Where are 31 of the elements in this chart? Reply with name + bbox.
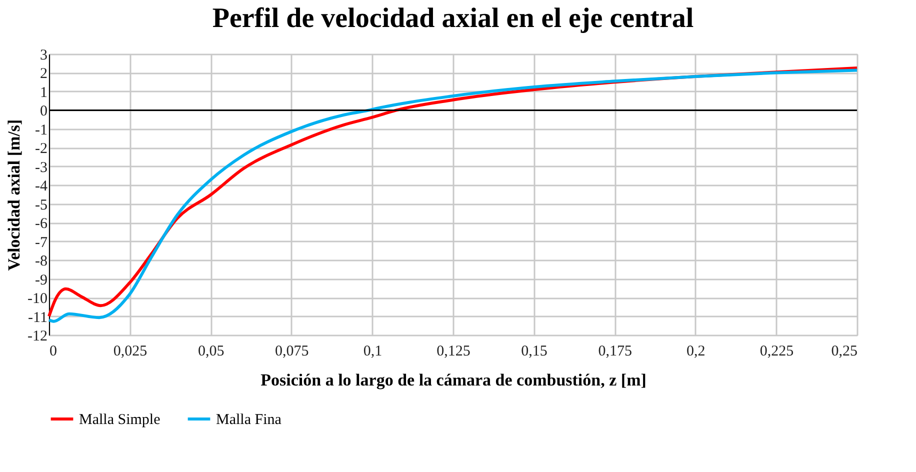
x-axis-title: Posición a lo largo de la cámara de combustión, z [m]: [260, 370, 646, 390]
x-tick-label: 0,15: [521, 344, 548, 360]
x-tick-label: 0,225: [760, 344, 794, 360]
chart-title: Perfil de velocidad axial en el eje central: [212, 3, 694, 34]
y-tick-label: -3: [35, 160, 48, 176]
y-tick-label: -2: [35, 141, 48, 158]
x-tick-label: 0,125: [436, 344, 470, 360]
y-tick-label: -7: [35, 234, 48, 251]
y-tick-label: 1: [40, 84, 48, 101]
y-tick-label: -5: [35, 197, 48, 214]
y-tick-label: 0: [40, 104, 48, 120]
y-axis-title: Velocidad axial [m/s]: [4, 119, 24, 271]
x-tick-label: 0,1: [363, 344, 382, 360]
y-tick-label: -4: [35, 178, 48, 195]
y-tick-label: 3: [40, 48, 48, 64]
x-tick-label: 0,05: [198, 344, 224, 360]
x-tick-label: 0,075: [275, 344, 309, 360]
y-tick-label: -12: [28, 328, 48, 344]
y-tick-label: 2: [40, 66, 48, 82]
y-tick-label: -6: [35, 216, 48, 232]
x-tick-label: 0,25: [831, 344, 858, 360]
x-tick-label: 0,175: [598, 344, 632, 360]
y-tick-label: -1: [35, 122, 48, 138]
x-tick-label: 0,2: [686, 344, 706, 360]
legend-label: Malla Fina: [216, 412, 282, 428]
y-tick-label: -9: [35, 272, 48, 288]
y-tick-label: -10: [28, 291, 48, 308]
y-tick-label: -8: [35, 254, 48, 270]
y-tick-label: -11: [28, 310, 48, 326]
legend-label: Malla Simple: [79, 412, 161, 428]
x-tick-label: 0,025: [113, 344, 148, 360]
